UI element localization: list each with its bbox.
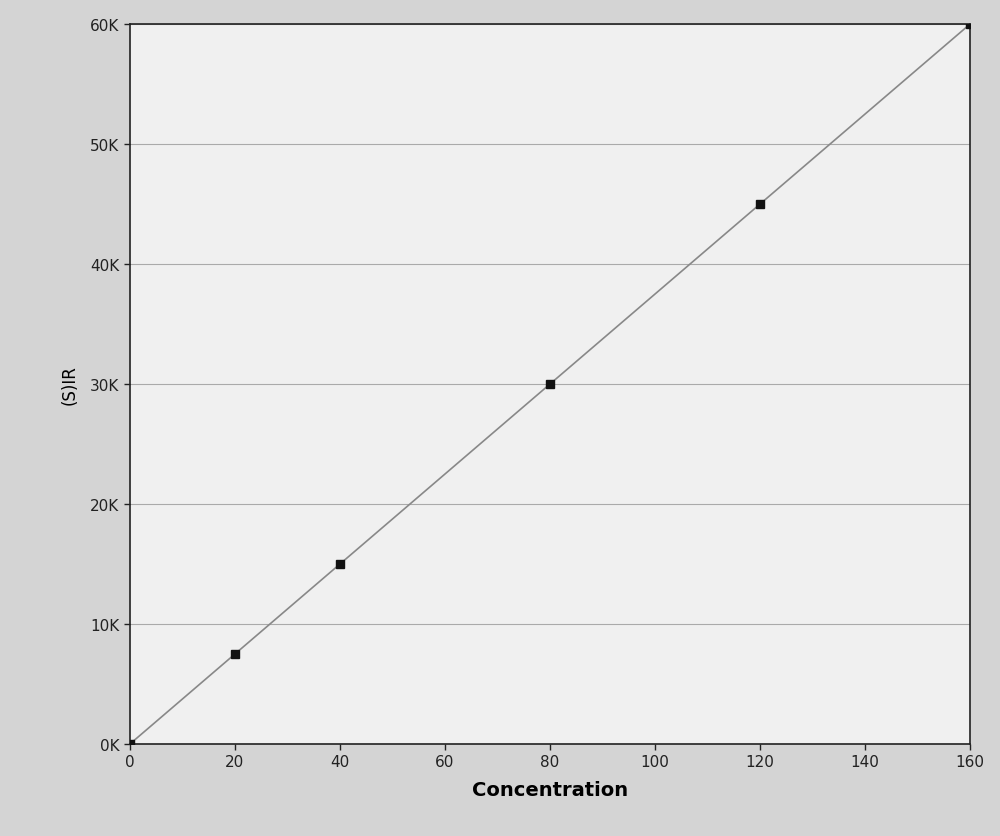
X-axis label: Concentration: Concentration	[472, 781, 628, 799]
Y-axis label: (S)IR: (S)IR	[61, 364, 79, 405]
